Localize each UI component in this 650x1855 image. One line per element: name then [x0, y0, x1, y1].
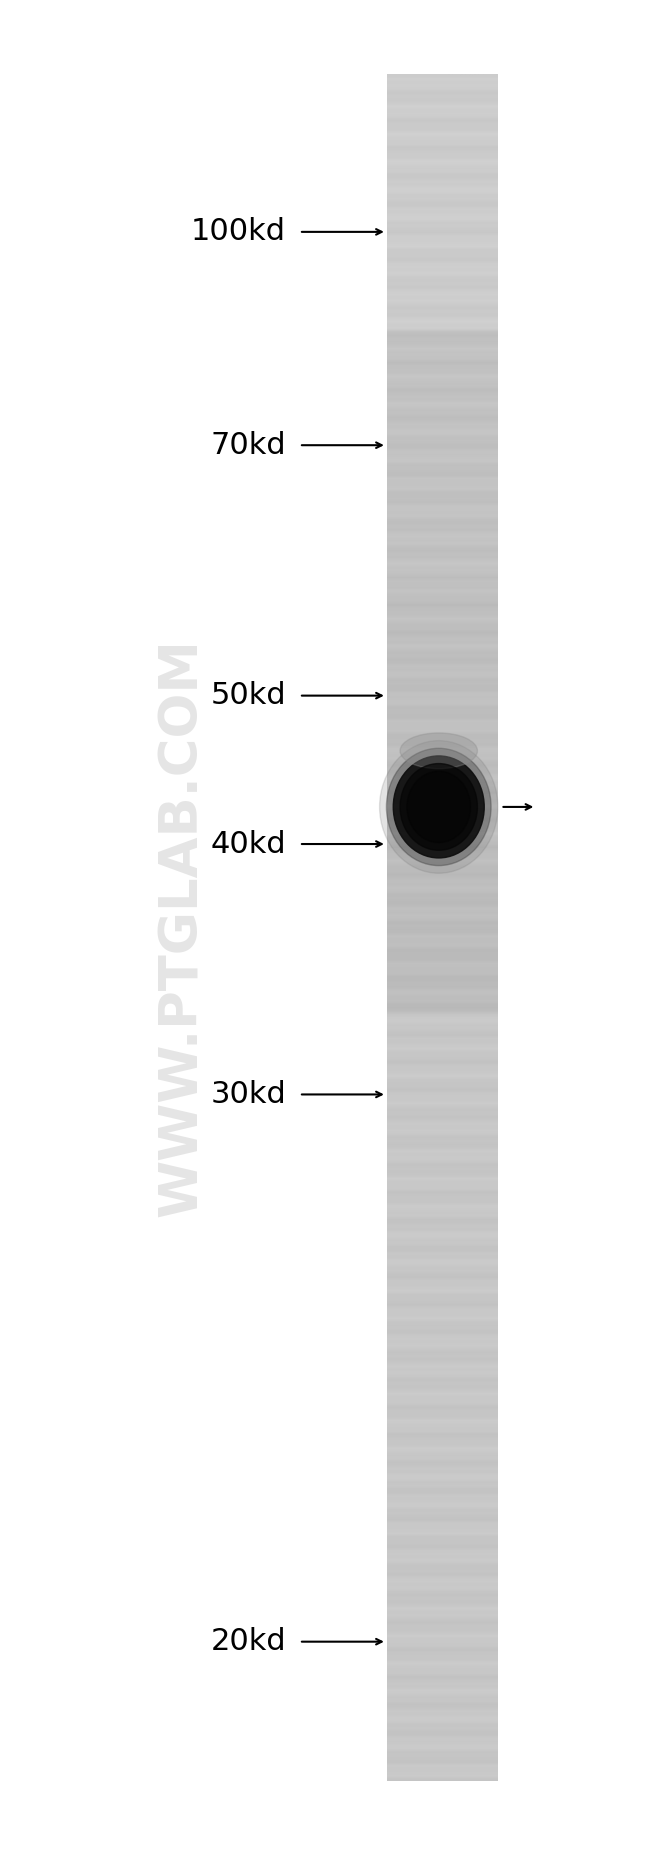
- Text: 20kd: 20kd: [211, 1627, 286, 1657]
- Text: 30kd: 30kd: [210, 1080, 286, 1109]
- Text: WWW.PTGLAB.COM: WWW.PTGLAB.COM: [156, 638, 208, 1217]
- Text: 100kd: 100kd: [191, 217, 286, 247]
- Text: 70kd: 70kd: [211, 430, 286, 460]
- Ellipse shape: [393, 757, 484, 857]
- Text: 50kd: 50kd: [211, 681, 286, 710]
- Ellipse shape: [380, 740, 498, 874]
- Ellipse shape: [407, 772, 471, 842]
- Ellipse shape: [400, 764, 478, 850]
- Text: 40kd: 40kd: [211, 829, 286, 859]
- Ellipse shape: [387, 748, 491, 866]
- Ellipse shape: [400, 733, 478, 768]
